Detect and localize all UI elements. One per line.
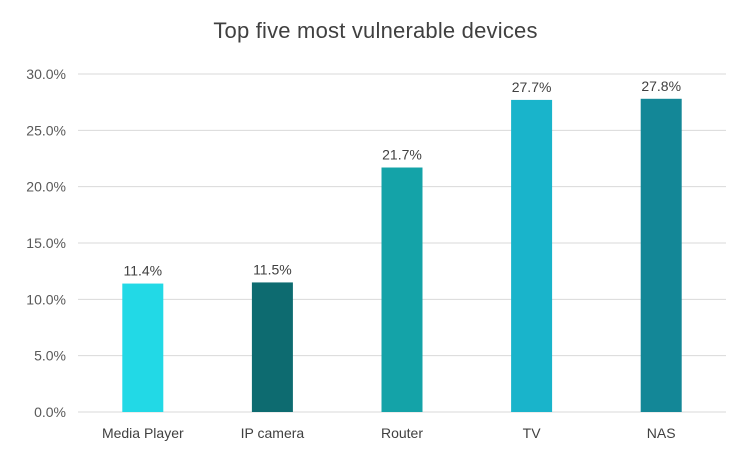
x-tick-label: Router <box>381 425 423 441</box>
y-tick-label: 0.0% <box>34 404 66 420</box>
y-tick-label: 15.0% <box>26 235 66 251</box>
bar <box>640 98 682 412</box>
data-label: 27.8% <box>641 78 681 94</box>
bar <box>251 282 293 412</box>
data-label: 11.5% <box>253 261 292 277</box>
y-tick-label: 30.0% <box>26 66 66 82</box>
chart-title: Top five most vulnerable devices <box>213 18 538 43</box>
bar <box>122 283 164 412</box>
x-tick-label: TV <box>523 425 542 441</box>
x-tick-label: IP camera <box>241 425 305 441</box>
x-tick-label: NAS <box>647 425 676 441</box>
y-tick-label: 5.0% <box>34 348 66 364</box>
y-tick-label: 25.0% <box>26 122 66 138</box>
bar <box>511 99 553 412</box>
y-tick-label: 10.0% <box>26 291 66 307</box>
bar <box>381 167 423 412</box>
data-label: 27.7% <box>512 79 552 95</box>
data-label: 21.7% <box>382 147 422 163</box>
y-tick-label: 20.0% <box>26 179 66 195</box>
x-tick-label: Media Player <box>102 425 184 441</box>
data-label: 11.4% <box>123 263 162 279</box>
